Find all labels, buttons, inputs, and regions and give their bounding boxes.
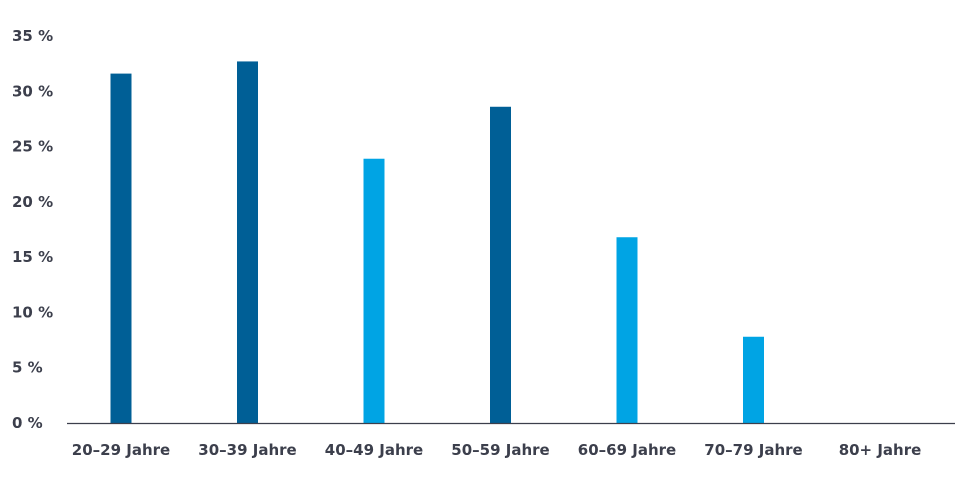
bar: [743, 336, 764, 423]
x-tick-label: 80+ Jahre: [839, 441, 922, 459]
bar: [616, 237, 638, 423]
bar: [237, 61, 258, 423]
x-tick-label: 40–49 Jahre: [325, 441, 423, 459]
y-tick-label: 20 %: [12, 193, 53, 211]
y-tick-label: 35 %: [12, 27, 53, 45]
x-tick-label: 60–69 Jahre: [578, 441, 676, 459]
x-axis-labels: 20–29 Jahre 30–39 Jahre 40–49 Jahre 50–59 J…: [72, 441, 922, 459]
y-tick-label: 0 %: [12, 414, 43, 432]
y-axis-ticks: 0 % 5 % 10 % 15 % 20 % 25 % 30 % 35 %: [12, 27, 53, 432]
y-tick-label: 10 %: [12, 303, 53, 321]
x-tick-label: 50–59 Jahre: [451, 441, 549, 459]
y-tick-label: 5 %: [12, 359, 43, 377]
y-tick-label: 25 %: [12, 138, 53, 156]
bar: [363, 158, 385, 423]
x-tick-label: 30–39 Jahre: [198, 441, 296, 459]
y-tick-label: 30 %: [12, 82, 53, 100]
y-tick-label: 15 %: [12, 248, 53, 266]
bar: [490, 106, 511, 423]
bars: [110, 61, 764, 423]
x-tick-label: 70–79 Jahre: [704, 441, 802, 459]
x-tick-label: 20–29 Jahre: [72, 441, 170, 459]
bar: [110, 73, 132, 423]
